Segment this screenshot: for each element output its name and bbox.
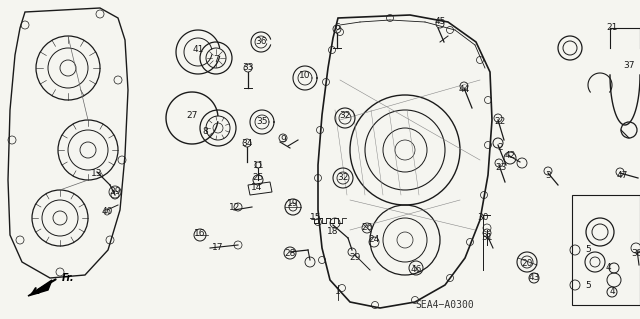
Text: 30: 30 [477,213,489,222]
Text: 4: 4 [605,263,611,272]
Text: 19: 19 [287,199,299,209]
Text: 23: 23 [495,162,507,172]
Text: 41: 41 [192,46,204,55]
Text: 7: 7 [213,56,219,64]
Text: 17: 17 [212,242,224,251]
Text: 32: 32 [337,174,349,182]
Text: 12: 12 [229,204,241,212]
Text: 18: 18 [327,227,339,236]
Text: 34: 34 [241,138,253,147]
Text: 44: 44 [458,85,470,94]
Text: 42: 42 [504,151,516,160]
Text: 14: 14 [252,182,262,191]
Text: 11: 11 [253,160,265,169]
Text: 32: 32 [339,110,351,120]
Text: 38: 38 [631,249,640,257]
Text: 22: 22 [494,117,506,127]
Text: 26: 26 [362,224,372,233]
Text: 6: 6 [334,23,340,32]
Text: 20: 20 [522,259,532,269]
Text: Fr.: Fr. [62,273,75,283]
Text: 13: 13 [92,168,103,177]
Text: 33: 33 [243,63,253,71]
Text: 35: 35 [256,117,268,127]
Text: 5: 5 [585,246,591,255]
Bar [572,195,640,305]
Text: 31: 31 [481,233,493,241]
Text: 15: 15 [310,213,322,222]
Text: 24: 24 [369,235,380,244]
Text: 37: 37 [623,61,635,70]
Text: 47: 47 [616,170,628,180]
Text: 5: 5 [585,280,591,290]
Text: 39: 39 [109,188,121,197]
Text: 9: 9 [280,136,286,145]
Polygon shape [28,280,52,296]
Text: 10: 10 [300,70,311,79]
Text: SEA4−A0300: SEA4−A0300 [415,300,474,310]
Text: 28: 28 [284,249,296,257]
Text: 3: 3 [545,170,551,180]
Text: 45: 45 [435,18,445,26]
Text: 25: 25 [252,174,264,182]
Text: 29: 29 [349,254,361,263]
Text: 16: 16 [195,229,205,239]
Text: 21: 21 [606,24,618,33]
Text: 8: 8 [202,128,208,137]
Text: 46: 46 [410,265,422,275]
Text: 2: 2 [497,144,503,152]
Text: 36: 36 [255,36,267,46]
Text: 43: 43 [528,272,540,281]
Text: 40: 40 [101,207,113,217]
Text: 4: 4 [609,286,615,295]
Text: 1: 1 [335,287,341,296]
Text: 27: 27 [186,112,198,121]
